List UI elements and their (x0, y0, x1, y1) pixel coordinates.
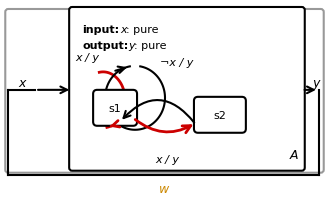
Text: x / y: x / y (75, 53, 99, 63)
Text: x: x (120, 25, 127, 35)
Text: A: A (289, 149, 298, 162)
Text: input:: input: (82, 25, 119, 35)
Text: w: w (159, 183, 169, 196)
Text: x: x (18, 77, 26, 90)
Text: : pure: : pure (134, 41, 166, 51)
Text: x / y: x / y (156, 155, 180, 165)
Text: y: y (312, 77, 319, 90)
FancyBboxPatch shape (194, 97, 246, 133)
FancyBboxPatch shape (93, 90, 137, 126)
Text: output:: output: (82, 41, 128, 51)
FancyBboxPatch shape (69, 7, 305, 171)
Text: : pure: : pure (126, 25, 159, 35)
Text: s2: s2 (214, 111, 226, 121)
Text: y: y (128, 41, 135, 51)
Text: s1: s1 (109, 104, 121, 114)
FancyBboxPatch shape (5, 9, 324, 173)
Text: ¬x / y: ¬x / y (160, 58, 194, 68)
